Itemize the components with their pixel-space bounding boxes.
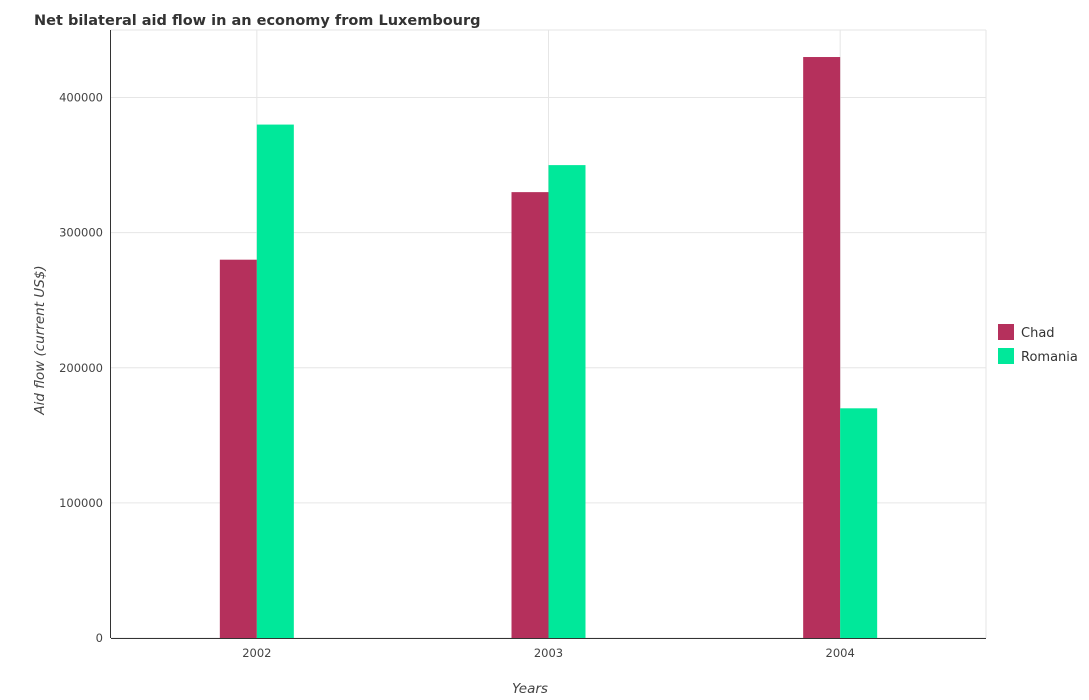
- x-tick-label: 2004: [826, 646, 855, 660]
- y-tick-label: 300000: [59, 226, 103, 240]
- chart-title: Net bilateral aid flow in an economy fro…: [34, 13, 481, 29]
- y-axis-title: Aid flow (current US$): [32, 265, 48, 415]
- y-tick-label: 400000: [59, 91, 103, 105]
- x-axis-title: Years: [512, 681, 548, 697]
- tick-labels: 0 100000 200000 300000 400000 2002 2003 2004: [59, 91, 855, 660]
- y-tick-label: 200000: [59, 361, 103, 375]
- bars: [219, 57, 878, 639]
- x-tick-label: 2002: [242, 646, 271, 660]
- legend-label-chad: Chad: [1021, 326, 1055, 341]
- bar-chad-2002: [219, 259, 257, 638]
- bar-romania-2002: [256, 124, 294, 639]
- bar-chad-2004: [803, 57, 841, 639]
- legend: Chad Romania: [998, 324, 1078, 365]
- legend-label-romania: Romania: [1021, 350, 1078, 365]
- bar-romania-2003: [548, 165, 586, 638]
- bar-romania-2004: [840, 408, 878, 638]
- legend-swatch-chad: [998, 324, 1014, 340]
- axes: [110, 30, 986, 639]
- x-tick-label: 2003: [534, 646, 563, 660]
- y-tick-label: 100000: [59, 496, 103, 510]
- legend-swatch-romania: [998, 348, 1014, 364]
- y-tick-label: 0: [96, 631, 103, 645]
- bar-chad-2003: [511, 192, 549, 638]
